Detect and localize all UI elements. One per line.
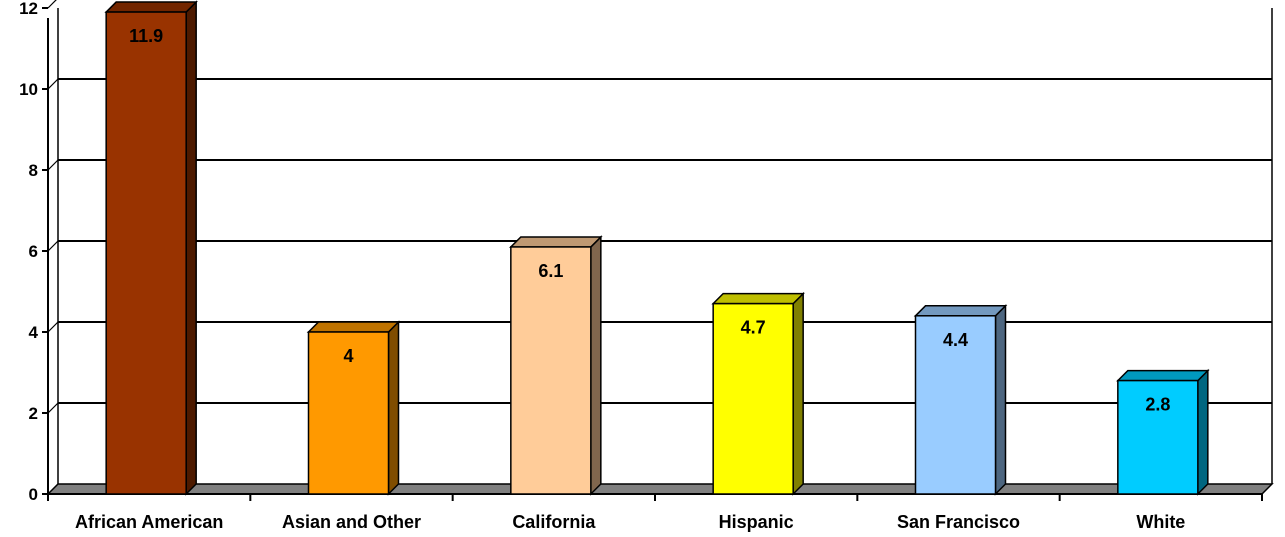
x-category-label: California: [512, 512, 596, 532]
y-tick-label: 4: [29, 323, 39, 342]
x-category-label: Asian and Other: [282, 512, 421, 532]
bar-value-label: 6.1: [538, 261, 563, 281]
bar-top: [711, 292, 805, 305]
bar-top: [306, 321, 401, 333]
x-category-label: White: [1136, 512, 1185, 532]
gridline-side: [47, 321, 59, 333]
bar-side: [1197, 368, 1209, 496]
bar: [1116, 368, 1210, 496]
bar: [104, 0, 198, 496]
bar: [509, 235, 603, 496]
bar-top: [913, 305, 1008, 317]
y-tick-label: 10: [19, 80, 38, 99]
bar-front: [105, 11, 187, 495]
bar-side: [185, 0, 197, 496]
bar-value-label: 4.7: [741, 318, 766, 338]
y-tick-label: 0: [29, 485, 38, 504]
bar-front: [712, 302, 794, 495]
bar-value-label: 11.9: [129, 26, 163, 46]
gridline-side: [47, 159, 59, 171]
bar-value-label: 4: [343, 346, 353, 366]
bar-value-label: 4.4: [943, 330, 968, 350]
bar-side: [387, 320, 400, 496]
y-tick-label: 12: [19, 0, 38, 18]
bar: [306, 320, 401, 496]
bar-value-label: 2.8: [1145, 395, 1170, 415]
bar-front: [307, 331, 390, 495]
gridline-side: [47, 402, 59, 414]
bar: [913, 303, 1008, 496]
x-category-label: San Francisco: [897, 512, 1020, 532]
bar-front: [1117, 379, 1199, 495]
x-category-label: Hispanic: [719, 512, 794, 532]
y-tick-label: 8: [29, 161, 38, 180]
gridline-side: [47, 78, 59, 90]
bar-top: [1116, 369, 1210, 382]
gridline-side: [47, 0, 57, 9]
bar-front: [914, 315, 997, 495]
gridline-side: [47, 240, 59, 252]
y-tick-label: 2: [29, 404, 38, 423]
y-tick-label: 6: [29, 242, 38, 261]
bar-side: [590, 235, 602, 496]
bar-top: [104, 1, 198, 13]
chart-floor: [46, 483, 1274, 495]
bar-front: [510, 246, 592, 495]
bar-top: [509, 236, 603, 248]
x-category-label: African American: [75, 512, 223, 532]
bar-side: [994, 303, 1007, 496]
bar: [711, 291, 805, 496]
bar-side: [792, 291, 804, 496]
